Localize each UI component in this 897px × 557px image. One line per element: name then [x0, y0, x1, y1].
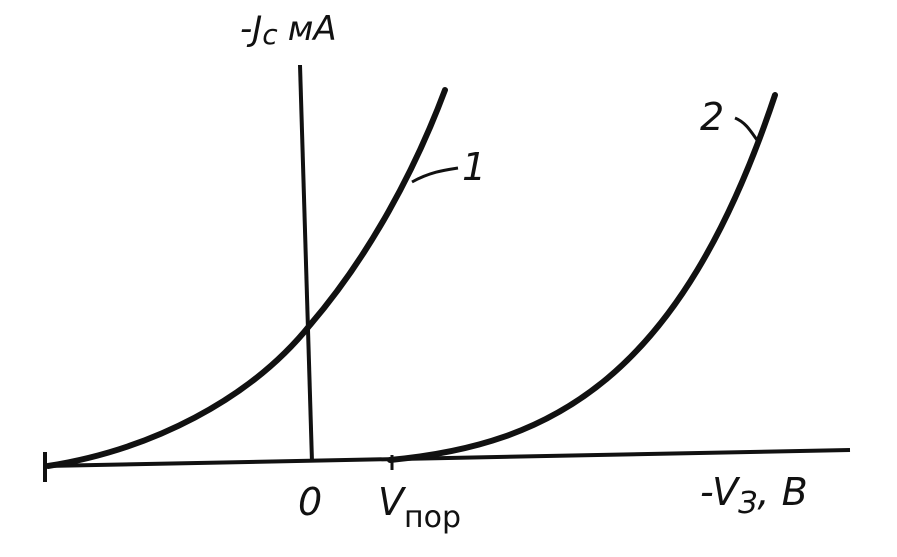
x-label-unit: , В	[757, 470, 807, 514]
curve-1	[45, 87, 448, 469]
origin-label: 0	[298, 480, 322, 524]
curve-1-label: 1	[462, 145, 486, 189]
y-label-unit: мА	[288, 9, 337, 49]
y-axis	[298, 64, 314, 463]
x-axis	[44, 448, 851, 468]
threshold-label: Vпор	[378, 480, 461, 535]
x-label-sub: З	[738, 486, 757, 521]
threshold-main: V	[378, 480, 407, 524]
curve-1-leader	[411, 166, 459, 184]
x-axis-label: -VЗ, В	[700, 470, 808, 521]
y-label-sub: c	[262, 18, 278, 51]
curve-2-leader	[734, 116, 759, 141]
curve-2	[387, 92, 778, 463]
y-label-main: -J	[240, 9, 262, 49]
y-axis-label: -Jc мА	[240, 9, 337, 51]
x-label-main: -V	[700, 470, 741, 514]
curve-2-label: 2	[700, 95, 724, 139]
threshold-sub: пор	[404, 500, 461, 535]
